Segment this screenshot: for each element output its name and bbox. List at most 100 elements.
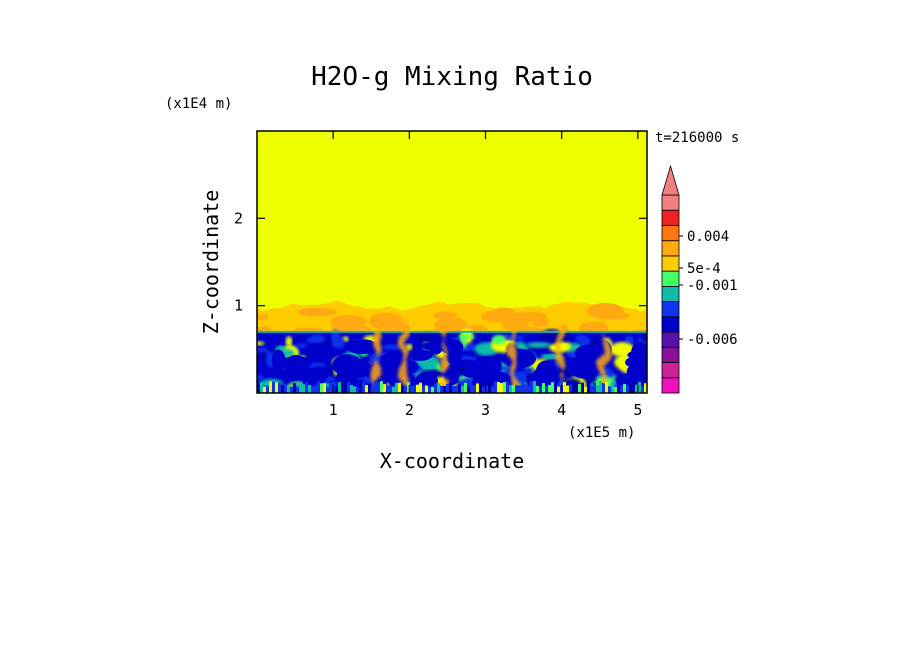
surface-layer-cell — [542, 383, 545, 393]
surface-layer-cell — [302, 384, 305, 393]
surface-layer-cell — [584, 386, 587, 393]
surface-layer-cell — [566, 385, 569, 393]
contour-patch-orange — [432, 311, 458, 320]
surface-layer-cell — [554, 386, 557, 393]
surface-layer-cell — [413, 385, 416, 393]
contour-boundary — [257, 330, 647, 333]
surface-layer-cell — [512, 384, 515, 393]
colorbar-swatch — [661, 194, 680, 211]
x-tick-label: 1 — [329, 401, 338, 419]
surface-layer-cell — [515, 385, 518, 393]
x-tick-label: 3 — [481, 401, 490, 419]
surface-layer-cell — [362, 381, 365, 393]
surface-layer-cell — [401, 386, 404, 393]
contour-patch — [332, 330, 339, 343]
surface-layer-cell — [587, 381, 590, 393]
convective-plume — [397, 318, 410, 393]
surface-layer-cell — [356, 386, 359, 393]
colorbar: 0.004 5e-4-0.001 -0.006 — [661, 164, 738, 394]
contour-patch — [526, 342, 551, 348]
surface-layer-cell — [290, 386, 293, 393]
surface-layer-cell — [350, 385, 353, 393]
surface-layer-cell — [629, 384, 632, 393]
surface-layer-cell — [458, 384, 461, 393]
surface-layer-cell — [293, 383, 296, 393]
contour-patch — [281, 349, 295, 358]
colorbar-swatch — [661, 331, 680, 348]
contour-patch-orange — [257, 313, 269, 320]
surface-layer-cell — [383, 384, 386, 393]
surface-layer-cell — [281, 384, 284, 393]
surface-layer-cell — [266, 385, 269, 393]
surface-layer-cell — [641, 386, 644, 393]
surface-layer-cell — [389, 385, 392, 393]
surface-layer-cell — [518, 385, 521, 393]
surface-layer-cell — [614, 386, 617, 393]
surface-layer-cell — [530, 381, 533, 393]
surface-layer-cell — [569, 384, 572, 393]
convective-plume — [595, 318, 612, 393]
surface-layer-cell — [626, 385, 629, 393]
contour-patch — [382, 344, 401, 351]
surface-layer-cell — [590, 385, 593, 393]
surface-layer-cell — [524, 384, 527, 393]
surface-layer-cell — [632, 382, 635, 393]
surface-layer-cell — [443, 386, 446, 393]
contour-field — [257, 300, 647, 393]
surface-layer-cell — [305, 382, 308, 393]
colorbar-swatch — [661, 240, 680, 257]
surface-layer-cell — [368, 383, 371, 393]
surface-layer-cell — [581, 382, 584, 393]
colorbar-swatch — [661, 346, 680, 363]
surface-layer-cell — [431, 386, 434, 393]
surface-layer-cell — [608, 386, 611, 393]
surface-layer-cell — [320, 383, 323, 393]
surface-layer-cell — [257, 385, 260, 393]
colorbar-swatch — [661, 301, 680, 318]
surface-layer-cell — [461, 385, 464, 393]
colorbar-swatch — [661, 285, 680, 302]
surface-layer-cell — [419, 382, 422, 393]
x-tick-label: 4 — [557, 401, 566, 419]
surface-layer-cell — [338, 382, 341, 393]
surface-layer-cell — [425, 385, 428, 393]
x-axis: 1 2 3 4 5 — [329, 131, 642, 419]
contour-patch-deep — [567, 354, 602, 379]
surface-layer-cell — [623, 383, 626, 393]
surface-layer-cell — [434, 383, 437, 393]
surface-layer-cell — [452, 385, 455, 393]
contour-patch-orange — [600, 311, 631, 320]
surface-layer-cell — [359, 381, 362, 393]
contour-patch — [285, 336, 293, 348]
y-scale-label: (x1E4 m) — [165, 96, 232, 112]
surface-layer-cell — [308, 384, 311, 393]
surface-layer-cell — [497, 381, 500, 393]
y-axis-label: Z-coordinate — [199, 190, 223, 335]
contour-patch-orange — [330, 315, 367, 328]
colorbar-arrow-top — [661, 164, 680, 196]
surface-layer-cell — [275, 382, 278, 393]
surface-layer-cell — [410, 386, 413, 393]
colorbar-label: 5e-4 — [687, 261, 721, 277]
surface-layer-cell — [329, 382, 332, 393]
convective-plume — [555, 318, 569, 393]
surface-layer-cell — [494, 381, 497, 393]
surface-layer-cell — [449, 382, 452, 393]
contour-patch — [309, 334, 326, 344]
surface-layer-cell — [500, 382, 503, 393]
chart-title: H2O-g Mixing Ratio — [311, 62, 593, 92]
plot-frame — [256, 130, 648, 394]
surface-layer-cell — [311, 385, 314, 393]
contour-patch — [257, 374, 265, 381]
surface-layer-cell — [605, 382, 608, 393]
colorbar-label: 0.004 — [687, 229, 729, 245]
convective-plume — [437, 318, 451, 393]
surface-layer-cell — [278, 382, 281, 393]
surface-layer-cell — [353, 386, 356, 393]
surface-layer-cell — [536, 386, 539, 393]
surface-layer-cell — [521, 382, 524, 393]
surface-layer-cell — [509, 385, 512, 393]
surface-layer-cell — [575, 385, 578, 393]
surface-layer-cell — [407, 382, 410, 393]
